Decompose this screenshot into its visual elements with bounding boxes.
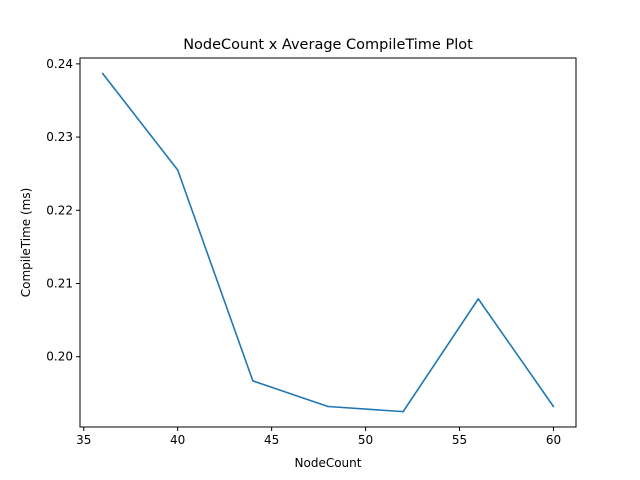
x-tick-label: 45 (264, 433, 279, 447)
y-tick-label: 0.20 (46, 350, 73, 364)
y-tick-label: 0.21 (46, 277, 73, 291)
data-point (176, 169, 179, 171)
data-point (477, 298, 480, 300)
y-tick-label: 0.23 (46, 130, 73, 144)
plot-frame (79, 57, 577, 428)
data-point (552, 405, 555, 408)
x-tick-label: 35 (76, 433, 91, 447)
data-point (402, 410, 404, 413)
series-layer (101, 72, 555, 413)
axis-ticks: 35 40 45 50 55 60 0.20 0.21 0.22 0.23 0.24 (46, 57, 561, 447)
x-tick-label: 60 (546, 433, 561, 447)
y-tick-label: 0.22 (46, 203, 73, 217)
x-tick-label: 40 (170, 433, 185, 447)
y-axis-label: CompileTime (ms) (19, 188, 33, 298)
y-tick-label: 0.24 (46, 57, 73, 71)
data-point (327, 405, 329, 408)
x-tick-label: 55 (452, 433, 467, 447)
x-axis-label: NodeCount (295, 456, 362, 470)
data-point (252, 380, 254, 382)
x-tick-label: 50 (358, 433, 373, 447)
data-point (101, 72, 104, 75)
chart-title: NodeCount x Average CompileTime Plot (183, 37, 473, 53)
